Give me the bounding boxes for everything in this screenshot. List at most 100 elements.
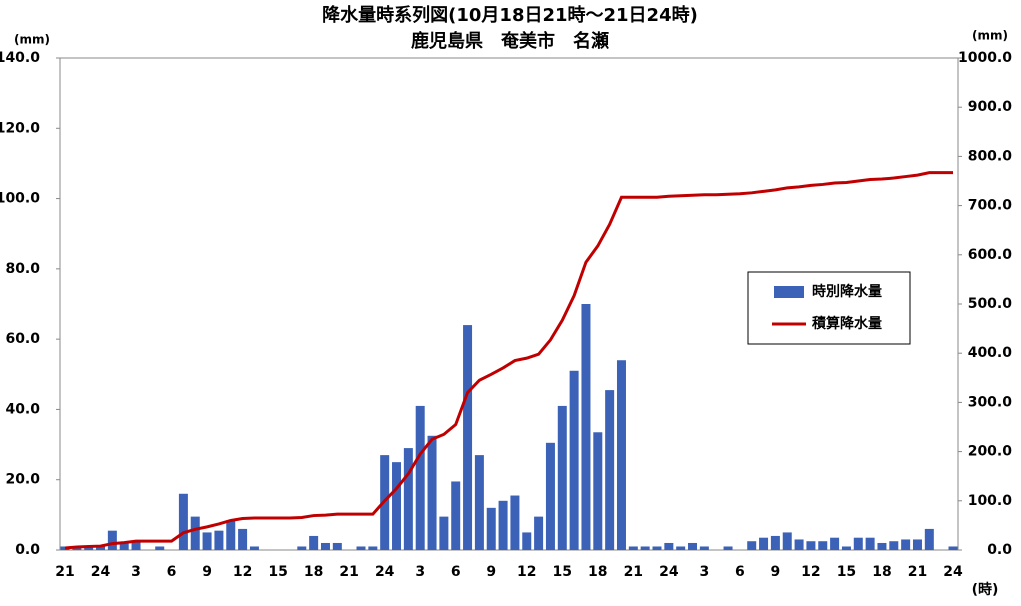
bar xyxy=(131,541,141,550)
bar xyxy=(368,546,378,550)
y2-tick-label: 100.0 xyxy=(968,493,1013,509)
y-tick-label: 0.0 xyxy=(15,542,40,558)
bar xyxy=(699,546,709,550)
y2-tick-label: 300.0 xyxy=(968,394,1013,410)
bar xyxy=(84,546,94,550)
bar xyxy=(759,537,769,550)
x-tick-label: 21 xyxy=(55,564,74,580)
bar xyxy=(332,542,342,550)
x-tick-label: 24 xyxy=(659,564,679,580)
x-tick-label: 12 xyxy=(517,564,536,580)
bar xyxy=(557,405,567,550)
y2-tick-label: 200.0 xyxy=(968,444,1013,460)
bar xyxy=(486,507,496,550)
bar xyxy=(818,541,828,550)
legend-box xyxy=(747,271,911,345)
bar xyxy=(510,495,520,550)
bar xyxy=(853,537,863,550)
x-tick-label: 24 xyxy=(375,564,395,580)
bar xyxy=(392,462,402,550)
bar xyxy=(901,539,911,550)
bar xyxy=(747,541,757,550)
y-tick-label: 80.0 xyxy=(5,261,40,277)
y2-unit: (mm) xyxy=(972,29,1008,43)
bar xyxy=(581,304,591,550)
chart-subtitle: 鹿児島県 奄美市 名瀬 xyxy=(411,30,609,52)
x-tick-label: 9 xyxy=(202,564,212,580)
x-tick-label: 3 xyxy=(131,564,141,580)
bar xyxy=(439,516,449,550)
bar xyxy=(214,530,224,550)
y2-tick-label: 900.0 xyxy=(968,99,1013,115)
bar xyxy=(723,546,733,550)
bar xyxy=(770,535,780,550)
bar xyxy=(238,528,248,550)
y2-tick-label: 500.0 xyxy=(968,296,1013,312)
x-tick-label: 3 xyxy=(699,564,709,580)
x-tick-label: 9 xyxy=(771,564,781,580)
x-tick-label: 3 xyxy=(415,564,425,580)
bar xyxy=(107,530,117,550)
bar xyxy=(569,370,579,550)
bar xyxy=(948,546,958,550)
bar xyxy=(605,390,615,550)
bar xyxy=(664,542,674,550)
y-tick-label: 140.0 xyxy=(0,50,40,66)
y2-tick-label: 800.0 xyxy=(968,148,1013,164)
bar xyxy=(60,546,70,550)
bar xyxy=(806,541,816,550)
x-tick-label: 21 xyxy=(908,564,927,580)
bar xyxy=(356,546,366,550)
x-tick-label: 18 xyxy=(872,564,891,580)
legend-label: 時別降水量 xyxy=(812,283,882,300)
x-tick-label: 6 xyxy=(167,564,177,580)
bar xyxy=(96,546,106,550)
bar xyxy=(877,542,887,550)
bar xyxy=(924,528,934,550)
bar xyxy=(309,535,319,550)
legend-label: 積算降水量 xyxy=(811,315,882,332)
bar xyxy=(830,537,840,550)
y2-tick-label: 700.0 xyxy=(968,198,1013,214)
bar xyxy=(463,325,473,550)
x-tick-label: 6 xyxy=(451,564,461,580)
bar xyxy=(889,541,899,550)
x-tick-label: 15 xyxy=(837,564,856,580)
bar xyxy=(616,360,626,550)
line xyxy=(64,171,953,550)
bar xyxy=(474,455,484,550)
y-tick-label: 120.0 xyxy=(0,120,40,136)
bar xyxy=(782,532,792,550)
bar xyxy=(688,542,698,550)
y2-tick-label: 400.0 xyxy=(968,345,1013,361)
bar xyxy=(865,537,875,550)
x-tick-label: 12 xyxy=(801,564,820,580)
bar xyxy=(297,546,307,550)
y-tick-label: 40.0 xyxy=(5,401,40,417)
legend-swatch xyxy=(774,286,804,298)
bar xyxy=(628,546,638,550)
bar xyxy=(249,546,259,550)
y-tick-label: 100.0 xyxy=(0,191,40,207)
bar xyxy=(320,542,330,550)
y-tick-label: 60.0 xyxy=(5,331,40,347)
y2-tick-label: 600.0 xyxy=(968,247,1013,263)
x-tick-label: 12 xyxy=(233,564,252,580)
bar xyxy=(593,432,603,550)
bar xyxy=(522,532,532,550)
y-unit: (mm) xyxy=(14,33,50,47)
bar xyxy=(178,493,188,550)
x-tick-label: 9 xyxy=(486,564,496,580)
y2-tick-label: 0.0 xyxy=(987,542,1012,558)
bar xyxy=(652,546,662,550)
x-tick-label: 6 xyxy=(735,564,745,580)
x-tick-label: 24 xyxy=(943,564,963,580)
x-tick-label: 18 xyxy=(304,564,323,580)
bar xyxy=(841,546,851,550)
chart-title: 降水量時系列図(10月18日21時～21日24時) xyxy=(322,4,698,26)
bar xyxy=(415,405,425,550)
bar xyxy=(534,516,544,550)
bar xyxy=(912,539,922,550)
bar xyxy=(155,546,165,550)
x-unit: (時) xyxy=(972,581,999,598)
